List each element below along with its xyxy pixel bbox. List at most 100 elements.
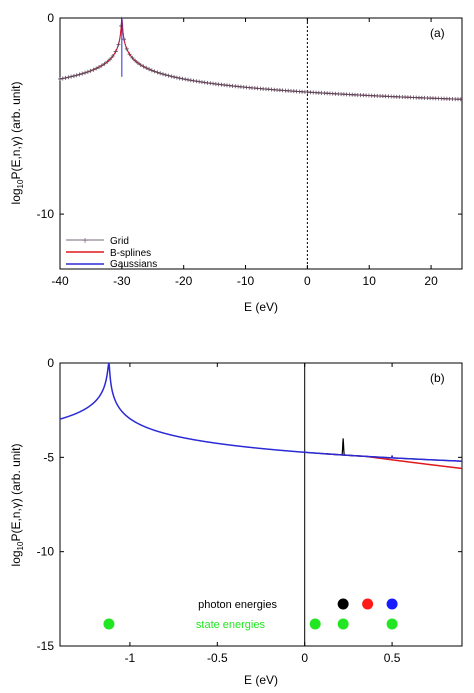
photon-energies-label: photon energies xyxy=(198,599,277,611)
grid-marker xyxy=(96,65,101,70)
grid-markers xyxy=(58,23,463,102)
state-energies-label: state energies xyxy=(196,619,266,631)
grid-marker xyxy=(177,76,182,81)
grid-marker xyxy=(199,80,204,85)
grid-marker xyxy=(80,71,85,76)
panel-a-y-ticks: 0 -10 xyxy=(37,11,462,221)
grid-marker xyxy=(133,58,138,63)
photon-energy-dot xyxy=(362,598,374,610)
panel-b-curves xyxy=(59,362,463,470)
grid-marker xyxy=(158,71,163,76)
panel-a-frame xyxy=(59,17,463,270)
panel-a-x-tick-label: -40 xyxy=(51,274,69,288)
legend-grid-marker: + xyxy=(82,236,88,247)
panel-a-curves xyxy=(58,16,463,102)
photon-energy-dot xyxy=(386,598,398,610)
grid-marker xyxy=(108,57,113,62)
panel-b-y-tick-label: -10 xyxy=(37,545,55,559)
panel-a-ylabel: log10P(E,n,γ) (arb. unit) xyxy=(9,82,25,205)
state-energy-dot xyxy=(309,618,321,630)
panel-a-y-tick-label: -10 xyxy=(37,207,55,221)
grid-marker xyxy=(119,23,124,28)
panel-b-y-tick-label: -15 xyxy=(37,639,55,653)
panel-a-x-tick-label: 10 xyxy=(363,274,377,288)
grid-marker xyxy=(99,63,104,68)
grid-marker xyxy=(183,77,188,82)
grid-marker xyxy=(58,76,62,81)
grid-marker xyxy=(60,76,65,81)
grid-marker xyxy=(122,37,127,42)
grid-marker xyxy=(169,74,174,79)
grid-marker xyxy=(102,61,107,66)
grid-marker xyxy=(155,70,160,75)
grid-marker xyxy=(127,52,132,57)
panel-b-y-tick-label: -5 xyxy=(43,450,54,464)
grid-marker xyxy=(191,78,196,83)
panel-a-ylabel-sub: 10 xyxy=(16,179,25,188)
panel-a-x-ticks: -40 -30 -20 -10 0 10 20 xyxy=(51,18,438,288)
grid-marker xyxy=(138,62,143,67)
panel-b-label: (b) xyxy=(430,371,445,385)
grid-marker xyxy=(83,70,88,75)
panel-b-x-ticks: -1 -0.5 0 0.5 xyxy=(125,363,401,665)
grid-marker xyxy=(197,79,202,84)
panel-a-y-tick-label: 0 xyxy=(47,11,54,25)
panel-a-legend: + Grid B-splines Gaussians xyxy=(66,236,157,270)
grid-marker xyxy=(152,69,157,74)
grid-marker xyxy=(180,76,185,81)
panel-b-ylabel: log10P(E,n,γ) (arb. unit) xyxy=(9,444,25,567)
photon-energy-dot xyxy=(337,598,349,610)
panel-b-xlabel: E (eV) xyxy=(244,673,278,687)
grid-marker xyxy=(188,78,193,83)
grid-marker xyxy=(186,77,191,82)
panel-b-dots xyxy=(103,598,398,630)
grid-marker xyxy=(77,72,82,77)
grid-marker xyxy=(124,46,129,51)
panel-a-x-tick-label: 0 xyxy=(304,274,311,288)
panel-a-x-tick-label: 20 xyxy=(424,274,438,288)
panel-b-y-ticks: 0 -5 -10 -15 xyxy=(37,356,462,653)
grid-marker xyxy=(71,73,76,78)
panel-a-x-tick-label: -10 xyxy=(237,274,255,288)
panel-a-xlabel: E (eV) xyxy=(244,300,278,314)
panel-b-ylabel-rest: P(E,n,γ) (arb. unit) xyxy=(9,444,23,542)
grid-marker xyxy=(194,79,199,84)
panel-b-ylabel-sub: 10 xyxy=(16,541,25,550)
panel-a-ylabel-main: log xyxy=(9,188,23,204)
legend-grid-label: Grid xyxy=(110,236,129,247)
panel-b-x-tick-label: -1 xyxy=(125,651,136,665)
state-energy-dot xyxy=(103,618,115,630)
panel-b-x-tick-label: 0 xyxy=(301,651,308,665)
grid-marker xyxy=(91,67,96,72)
grid-marker xyxy=(149,68,154,73)
legend-gaussians-label: Gaussians xyxy=(110,259,157,270)
grid-marker xyxy=(163,72,168,77)
grid-marker xyxy=(105,59,110,64)
blue-curve xyxy=(59,362,463,462)
grid-marker xyxy=(116,42,121,47)
grid-marker xyxy=(88,68,93,73)
panel-b-ylabel-main: log xyxy=(9,550,23,566)
grid-marker xyxy=(85,69,90,74)
legend-bsplines-label: B-splines xyxy=(110,248,151,259)
grid-marker xyxy=(174,75,179,80)
grid-marker xyxy=(172,74,177,79)
grid-marker xyxy=(110,53,115,58)
panel-a-ylabel-rest: P(E,n,γ) (arb. unit) xyxy=(9,82,23,180)
grid-marker xyxy=(74,73,79,78)
panel-a: -40 -30 -20 -10 0 10 20 0-10 (a) E (eV) log10P… xyxy=(9,11,463,314)
state-energy-dot xyxy=(337,618,349,630)
grid-marker xyxy=(130,55,135,60)
grid-marker xyxy=(66,75,71,80)
panel-a-label: (a) xyxy=(430,26,445,40)
state-energy-dot xyxy=(386,618,398,630)
grid-marker xyxy=(63,75,68,80)
grid-marker xyxy=(69,74,74,79)
bsplines-curve xyxy=(59,17,463,100)
grid-marker xyxy=(458,97,463,102)
panel-b: -1 -0.5 0 0.5 0 -5 -10 -15 (b) E (eV) log10P(E… xyxy=(9,356,463,687)
grid-marker xyxy=(135,60,140,65)
panel-b-x-tick-label: -0.5 xyxy=(207,651,228,665)
panel-b-x-tick-label: 0.5 xyxy=(384,651,401,665)
